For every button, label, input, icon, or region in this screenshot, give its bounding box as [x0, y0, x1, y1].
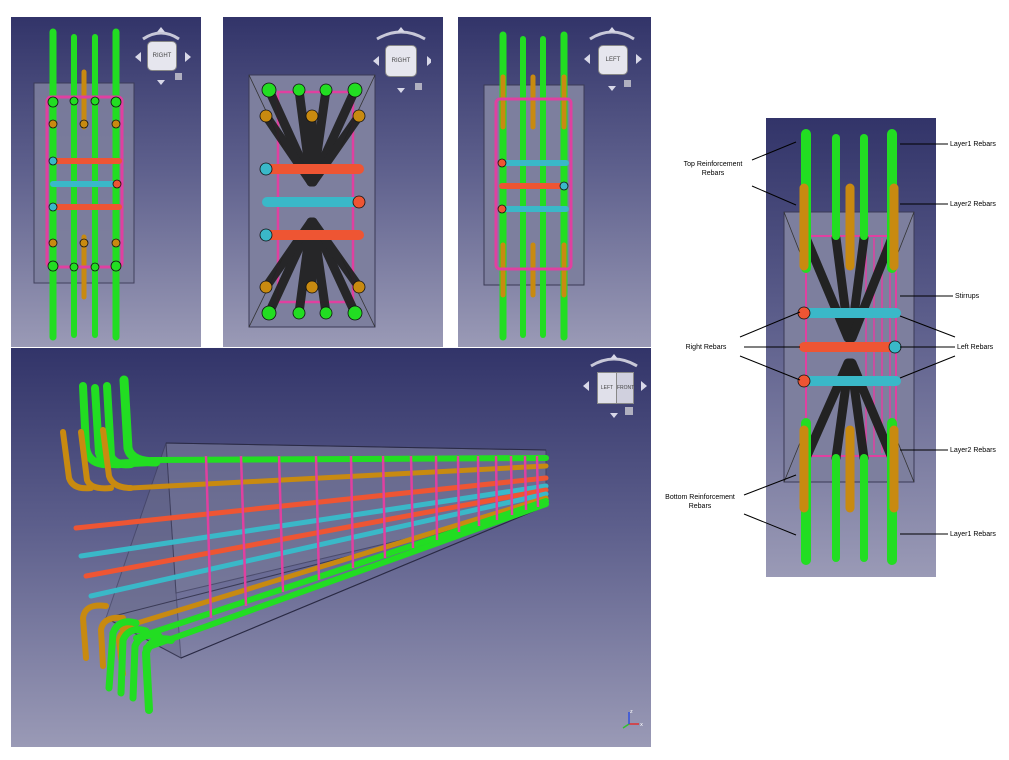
- navcube-face-label: RIGHT: [152, 53, 172, 59]
- front-view-scene: [248, 74, 376, 328]
- navcube-face[interactable]: RIGHT: [385, 45, 417, 77]
- svg-text:z: z: [630, 709, 633, 715]
- right-view-scene: [33, 28, 135, 341]
- viewport-front-view[interactable]: RIGHT: [223, 17, 443, 347]
- navcube[interactable]: LEFT FRONT: [581, 352, 647, 420]
- navcube-face-label: LEFT: [600, 385, 614, 391]
- navcube-face-label: RIGHT: [391, 58, 411, 64]
- viewport-left-view[interactable]: LEFT: [458, 17, 651, 347]
- callout-stirrups: Stirrups: [955, 293, 980, 300]
- callout-right-rebars: Right Rebars: [685, 344, 727, 351]
- viewport-right-view[interactable]: RIGHT: [11, 17, 201, 347]
- callout-left-rebars: Left Rebars: [957, 344, 994, 351]
- navcube-face[interactable]: RIGHT: [147, 41, 177, 71]
- navcube[interactable]: LEFT: [582, 25, 642, 95]
- svg-text:x: x: [640, 722, 643, 728]
- navcube-arrows-icon: [373, 27, 431, 93]
- viewport-annotated-section[interactable]: [766, 118, 936, 577]
- axis-triad-icon: x z: [622, 709, 643, 729]
- navcube-arrows-icon: [584, 27, 642, 91]
- left-view-scene: [483, 31, 585, 341]
- annotated-section-scene: [783, 129, 915, 565]
- navcube-arrows-icon: [583, 354, 647, 418]
- navcube[interactable]: RIGHT: [131, 25, 191, 85]
- isometric-view-scene: [60, 375, 549, 714]
- callout-layer2-bottom: Layer2 Rebars: [950, 447, 996, 454]
- viewport-isometric-view[interactable]: LEFT FRONT x z: [11, 348, 651, 747]
- callout-layer2-top: Layer2 Rebars: [950, 201, 996, 208]
- navcube-arrows-icon: [135, 27, 191, 85]
- navcube-face-front[interactable]: FRONT: [616, 372, 634, 404]
- navcube-face[interactable]: LEFT: [598, 45, 628, 75]
- navcube-face-label: LEFT: [605, 57, 621, 63]
- callout-layer1-bottom: Layer1 Rebars: [950, 531, 996, 538]
- navcube[interactable]: RIGHT: [371, 25, 431, 95]
- callout-top-reinforcement: Top Reinforcement Rebars: [683, 161, 743, 177]
- navcube-face-left[interactable]: LEFT: [597, 372, 617, 404]
- callout-bottom-reinforcement: Bottom Reinforcement Rebars: [665, 494, 735, 510]
- callout-layer1-top: Layer1 Rebars: [950, 141, 996, 148]
- navcube-face-label: FRONT: [617, 385, 635, 391]
